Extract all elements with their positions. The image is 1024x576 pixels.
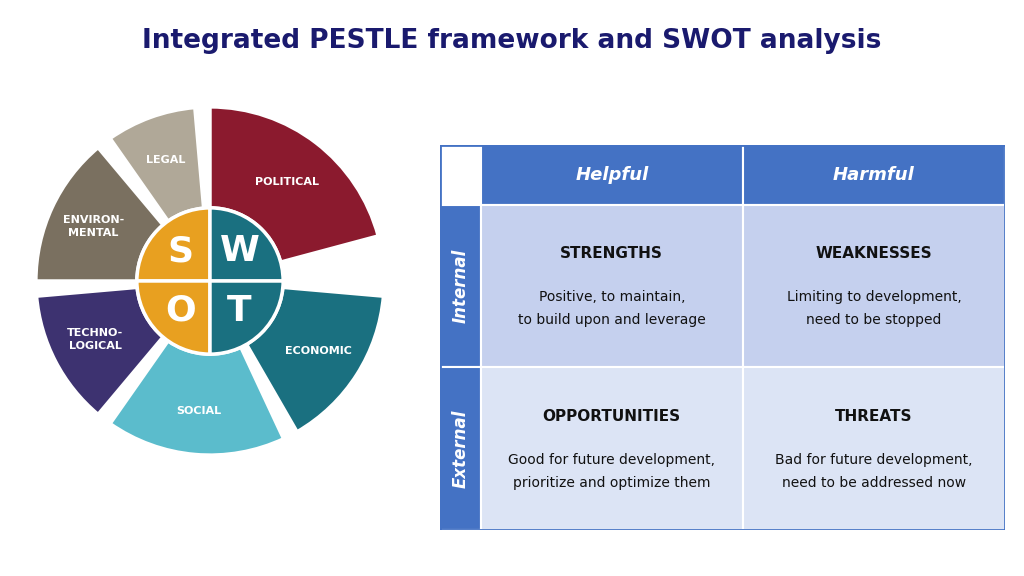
Wedge shape bbox=[210, 281, 283, 354]
Text: STRENGTHS: STRENGTHS bbox=[560, 246, 664, 261]
Text: Helpful: Helpful bbox=[575, 166, 648, 184]
Text: OPPORTUNITIES: OPPORTUNITIES bbox=[543, 408, 681, 423]
Wedge shape bbox=[247, 287, 383, 432]
Wedge shape bbox=[210, 208, 283, 281]
Text: SOCIAL: SOCIAL bbox=[176, 406, 221, 416]
FancyBboxPatch shape bbox=[440, 204, 480, 367]
Text: Good for future development,
prioritize and optimize them: Good for future development, prioritize … bbox=[508, 453, 715, 490]
Text: External: External bbox=[452, 410, 469, 488]
Text: ENVIRON-
MENTAL: ENVIRON- MENTAL bbox=[62, 215, 124, 238]
Wedge shape bbox=[111, 108, 204, 221]
Wedge shape bbox=[36, 147, 163, 281]
FancyBboxPatch shape bbox=[440, 145, 480, 204]
Wedge shape bbox=[37, 287, 163, 414]
Text: Internal: Internal bbox=[452, 249, 469, 323]
Text: Positive, to maintain,
to build upon and leverage: Positive, to maintain, to build upon and… bbox=[518, 290, 706, 327]
Text: LEGAL: LEGAL bbox=[146, 155, 185, 165]
Wedge shape bbox=[111, 341, 284, 455]
FancyBboxPatch shape bbox=[742, 204, 1005, 367]
FancyBboxPatch shape bbox=[742, 367, 1005, 530]
Text: W: W bbox=[219, 234, 259, 268]
Text: POLITICAL: POLITICAL bbox=[255, 177, 319, 187]
Text: Integrated PESTLE framework and SWOT analysis: Integrated PESTLE framework and SWOT ana… bbox=[142, 28, 882, 54]
FancyBboxPatch shape bbox=[480, 145, 742, 204]
Text: T: T bbox=[227, 294, 252, 328]
Text: THREATS: THREATS bbox=[836, 408, 912, 423]
Text: ECONOMIC: ECONOMIC bbox=[285, 346, 351, 356]
Text: S: S bbox=[167, 234, 194, 268]
Text: TECHNO-
LOGICAL: TECHNO- LOGICAL bbox=[68, 328, 123, 351]
Wedge shape bbox=[137, 281, 210, 354]
Text: Harmful: Harmful bbox=[834, 166, 914, 184]
FancyBboxPatch shape bbox=[742, 145, 1005, 204]
Text: O: O bbox=[165, 294, 196, 328]
Text: Bad for future development,
need to be addressed now: Bad for future development, need to be a… bbox=[775, 453, 973, 490]
Text: WEAKNESSES: WEAKNESSES bbox=[815, 246, 932, 261]
Wedge shape bbox=[137, 208, 210, 281]
FancyBboxPatch shape bbox=[440, 367, 480, 530]
FancyBboxPatch shape bbox=[480, 204, 742, 367]
FancyBboxPatch shape bbox=[480, 367, 742, 530]
Wedge shape bbox=[210, 107, 378, 262]
Text: Limiting to development,
need to be stopped: Limiting to development, need to be stop… bbox=[786, 290, 962, 327]
